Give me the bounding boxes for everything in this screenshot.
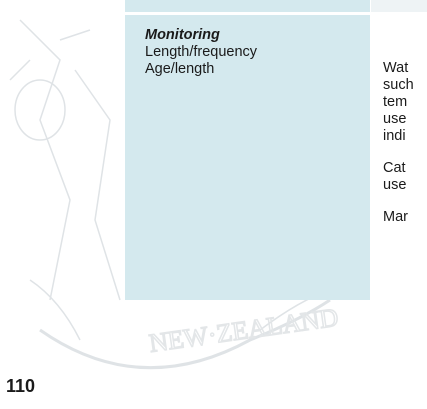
- cell-text: indi: [383, 128, 406, 144]
- table-header-strip: [125, 0, 370, 12]
- cell-text: use: [383, 177, 407, 193]
- cell-heading: Monitoring: [145, 27, 220, 43]
- cell-text: such: [383, 77, 414, 93]
- cell-text: Mar: [383, 209, 408, 225]
- page-number-box: 110: [0, 372, 50, 402]
- cell-text: Wat: [383, 60, 409, 76]
- cell-text: use: [383, 111, 407, 127]
- cell-text: Length/frequency: [145, 44, 258, 60]
- table-header-strip: [371, 0, 427, 12]
- page-number: 110: [6, 376, 36, 396]
- cell-text: Cat: [383, 160, 406, 176]
- cell-text: tem: [383, 94, 408, 110]
- cell-text: Age/length: [145, 61, 215, 77]
- table-cell: Monitoring Length/frequency Age/length: [125, 15, 370, 300]
- svg-text:NEW·ZEALAND: NEW·ZEALAND: [147, 303, 340, 358]
